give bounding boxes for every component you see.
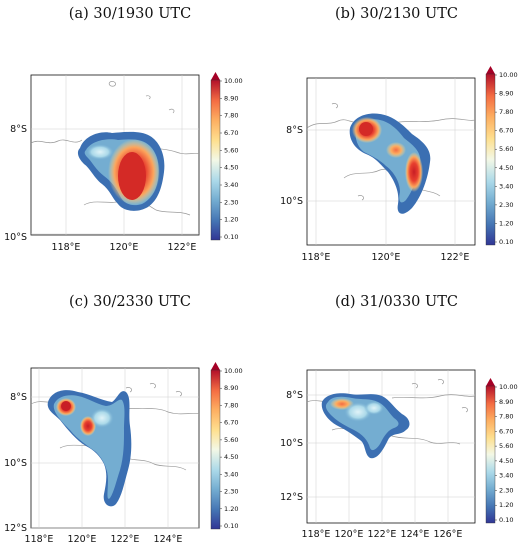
- lon-tick: 120°E: [110, 242, 139, 253]
- colorbar-tick-label: 2.30: [224, 488, 238, 496]
- colorbar-tick-label: 10.00: [224, 367, 243, 375]
- colorbar-tick-label: 8.90: [224, 384, 238, 392]
- map-d: 8°S 10°S 12°S 118°E 120°E 122°E 124°E 12…: [280, 369, 518, 540]
- lon-tick: 120°E: [372, 252, 401, 263]
- panel-title: (c) 30/2330 UTC: [69, 294, 191, 310]
- lon-tick: 124°E: [154, 534, 183, 545]
- colorbar: 10.00 8.90 7.80 6.70 5.60 4.50 3.40 2.30 1.20 0.1…: [485, 378, 518, 524]
- colorbar-tick-label: 2.30: [499, 201, 513, 209]
- rainfall-field: [77, 131, 165, 211]
- lon-tick: 120°E: [335, 529, 364, 540]
- lon-tick: 122°E: [111, 534, 140, 545]
- colorbar-tick-label: 8.90: [499, 90, 513, 98]
- lat-tick: 8°S: [10, 124, 27, 135]
- colorbar-tick-label: 8.90: [224, 94, 238, 102]
- lat-tick: 8°S: [286, 125, 303, 136]
- lon-tick: 118°E: [302, 252, 331, 263]
- rainfall-field: [321, 393, 410, 459]
- panel-title: (b) 30/2130 UTC: [334, 6, 459, 22]
- lon-tick: 118°E: [52, 242, 81, 253]
- colorbar-tick-label: 1.20: [499, 219, 513, 227]
- lat-tick: 12°S: [4, 523, 27, 534]
- rainfall-field: [47, 390, 132, 507]
- colorbar-tick-label: 5.60: [499, 145, 513, 153]
- lon-tick: 118°E: [302, 529, 331, 540]
- rainfall-field: [349, 113, 431, 214]
- colorbar-tick-label: 3.40: [499, 182, 513, 190]
- colorbar-tick-label: 10.00: [499, 383, 518, 391]
- colorbar-tick-label: 10.00: [224, 77, 243, 85]
- panel-b: (b) 30/2130 UTC 8°S 10°S 118°E: [262, 0, 521, 270]
- colorbar-tick-label: 6.70: [224, 419, 238, 427]
- colorbar-tick-label: 2.30: [499, 486, 513, 494]
- colorbar-tick-label: 5.60: [224, 436, 238, 444]
- colorbar-tick-label: 10.00: [499, 71, 518, 79]
- panel-title: (a) 30/1930 UTC: [68, 6, 192, 22]
- lat-tick: 10°S: [280, 196, 303, 207]
- colorbar: 10.00 8.90 7.80 6.70 5.60 4.50 3.40 2.30 1.20 0.1…: [210, 362, 243, 530]
- colorbar-tick-label: 3.40: [224, 470, 238, 478]
- colorbar: 10.00 8.90 7.80 6.70 5.60 4.50 3.40 2.30 1.20 0.1…: [485, 66, 518, 246]
- lon-tick: 118°E: [25, 534, 54, 545]
- lat-tick: 10°S: [280, 438, 303, 449]
- lon-tick: 122°E: [368, 529, 397, 540]
- colorbar-tick-label: 0.10: [499, 516, 513, 524]
- colorbar-tick-label: 8.90: [499, 398, 513, 406]
- colorbar-tick-label: 3.40: [224, 181, 238, 189]
- colorbar-tick-label: 1.20: [224, 505, 238, 513]
- map-c: 8°S 10°S 12°S 118°E 120°E 122°E 124°E 10…: [4, 362, 243, 545]
- lat-tick: 12°S: [280, 492, 303, 503]
- colorbar-tick-label: 0.10: [224, 233, 238, 241]
- colorbar-tick-label: 7.80: [499, 108, 513, 116]
- colorbar-tick-label: 0.10: [499, 238, 513, 246]
- lon-tick: 124°E: [401, 529, 430, 540]
- lon-tick: 122°E: [441, 252, 470, 263]
- colorbar-tick-label: 4.50: [224, 453, 238, 461]
- colorbar-tick-label: 1.20: [499, 501, 513, 509]
- map-b: 8°S 10°S 118°E 120°E 122°E 10.00 8.90 7.80…: [280, 66, 518, 263]
- lat-tick: 10°S: [4, 458, 27, 469]
- lon-tick: 120°E: [68, 534, 97, 545]
- map-a: 8°S 10°S 118°E 120°E 122°E 10.00 8.90 7.80…: [4, 72, 243, 253]
- panel-title: (d) 31/0330 UTC: [334, 294, 459, 310]
- colorbar-tick-label: 3.40: [499, 472, 513, 480]
- colorbar-tick-label: 7.80: [224, 112, 238, 120]
- lon-tick: 126°E: [434, 529, 463, 540]
- colorbar-tick-label: 5.60: [499, 442, 513, 450]
- colorbar-tick-label: 7.80: [224, 401, 238, 409]
- lon-tick: 122°E: [168, 242, 197, 253]
- colorbar-tick-label: 5.60: [224, 146, 238, 154]
- colorbar-tick-label: 4.50: [224, 164, 238, 172]
- colorbar-tick-label: 4.50: [499, 164, 513, 172]
- colorbar-tick-label: 7.80: [499, 413, 513, 421]
- colorbar: 10.00 8.90 7.80 6.70 5.60 4.50 3.40 2.30 1.20 0.1…: [210, 72, 243, 241]
- panel-c: (c) 30/2330 UTC 8°S: [0, 280, 260, 550]
- colorbar-tick-label: 1.20: [224, 216, 238, 224]
- map-frame: [306, 369, 476, 524]
- colorbar-tick-label: 4.50: [499, 457, 513, 465]
- lat-tick: 8°S: [10, 392, 27, 403]
- colorbar-tick-label: 6.70: [499, 427, 513, 435]
- lat-tick: 8°S: [286, 390, 303, 401]
- panel-d: (d) 31/0330 UTC 8°S: [262, 280, 521, 550]
- colorbar-tick-label: 6.70: [499, 127, 513, 135]
- colorbar-tick-label: 6.70: [224, 129, 238, 137]
- colorbar-tick-label: 2.30: [224, 198, 238, 206]
- colorbar-tick-label: 0.10: [224, 522, 238, 530]
- panel-a: (a) 30/1930 UTC 8°S: [0, 0, 260, 270]
- lat-tick: 10°S: [4, 232, 27, 243]
